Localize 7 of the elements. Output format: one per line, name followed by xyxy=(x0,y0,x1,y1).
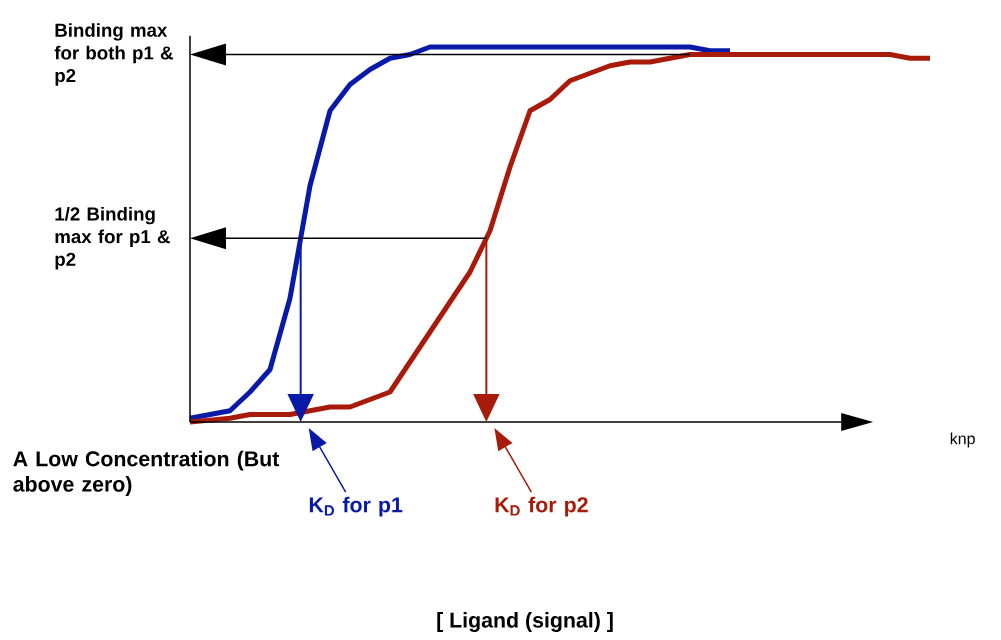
ref-line-label: Binding max for both p1 & p2 xyxy=(54,23,173,86)
text: [ Ligand (signal) ] xyxy=(437,612,613,632)
text: knp xyxy=(950,432,975,448)
text: A Low Concentration (But above zero) xyxy=(13,450,280,496)
text: K$_{D}$ for p1 xyxy=(309,496,403,517)
ref-line-label: 1/2 Binding max for p1 & p2 xyxy=(55,206,170,270)
text: K$_{D}$ for p2 xyxy=(495,496,588,517)
